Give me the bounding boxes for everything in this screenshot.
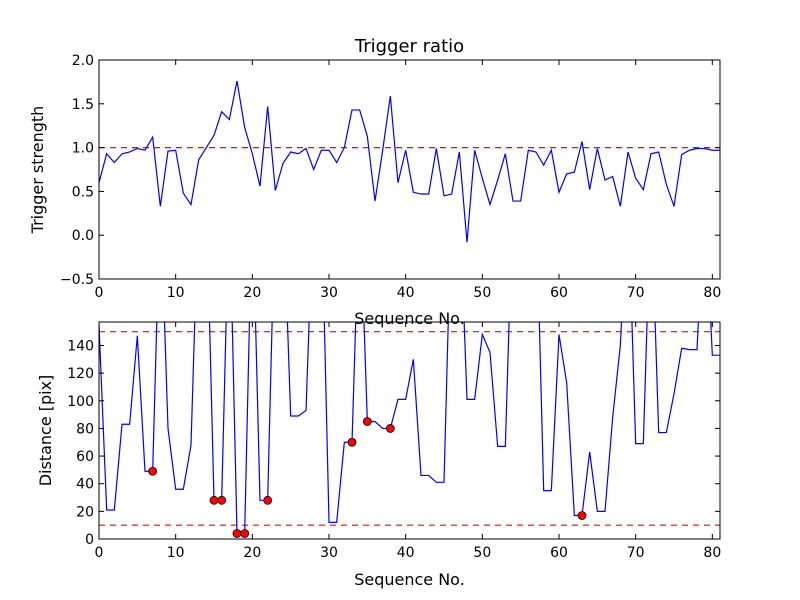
chart-title: Trigger ratio [354,36,464,57]
y-axis-label: Distance [pix] [36,375,55,487]
x-tick-label: 30 [320,285,338,301]
y-tick-label: 60 [76,449,94,465]
x-tick-label: 0 [95,545,104,561]
y-tick-label: 140 [67,338,94,354]
data-marker [232,529,242,538]
x-tick-label: 50 [473,545,491,561]
axes-frame [98,321,721,540]
data-marker [209,495,219,505]
y-tick-label: 20 [76,504,94,520]
axes-frame [98,59,721,280]
data-marker [148,466,158,476]
data-marker [217,495,227,505]
y-tick-label: 80 [76,421,94,437]
x-tick-label: 80 [703,545,721,561]
bottom-plot-area: 0 10 20 30 40 50 60 70 80 0 20 40 60 80 100 120 140 [67,321,721,561]
y-tick-label: 40 [76,477,94,493]
chart-trigger-ratio: Trigger ratio 0 10 20 30 40 50 60 70 80 −0.5 0.0 0.… [28,36,721,328]
x-tick-label: 70 [627,285,645,301]
x-tick-label: 0 [95,285,104,301]
x-tick-label: 20 [243,285,261,301]
y-tick-label: 1.5 [72,97,94,113]
x-tick-label: 20 [243,545,261,561]
x-tick-label: 40 [397,545,415,561]
x-tick-label: 30 [320,545,338,561]
y-tick-label: 0 [85,532,94,548]
y-tick-label: 1.0 [72,141,94,157]
x-tick-label: 10 [167,285,185,301]
x-tick-label: 70 [627,545,645,561]
y-tick-label: 2.0 [72,53,94,69]
x-tick-label: 50 [473,285,491,301]
y-axis-label: Trigger strength [28,106,47,235]
data-marker [362,417,372,426]
top-plot-area: 0 10 20 30 40 50 60 70 80 −0.5 0.0 0.5 1.0 1.5 2.0 [60,53,721,301]
y-tick-label: 120 [67,366,94,382]
x-tick-label: 10 [167,545,185,561]
data-marker [240,529,250,538]
series-line [99,322,720,535]
y-tick-label: 100 [67,394,94,410]
chart-distance: 0 10 20 30 40 50 60 70 80 0 20 40 60 80 100 120 140 Sequ… [36,321,721,589]
data-marker [385,424,395,433]
series-line [99,80,720,243]
y-tick-label: −0.5 [60,272,94,288]
y-tick-label: 0.0 [72,228,94,244]
x-tick-label: 60 [550,285,568,301]
data-marker [577,511,587,520]
x-tick-label: 60 [550,545,568,561]
y-tick-label: 0.5 [72,184,94,200]
data-marker [347,437,357,447]
data-marker [263,495,273,505]
x-tick-label: 80 [703,285,721,301]
x-axis-label: Sequence No. [354,570,465,589]
x-axis-label: Sequence No. [354,309,465,328]
x-tick-label: 40 [397,285,415,301]
